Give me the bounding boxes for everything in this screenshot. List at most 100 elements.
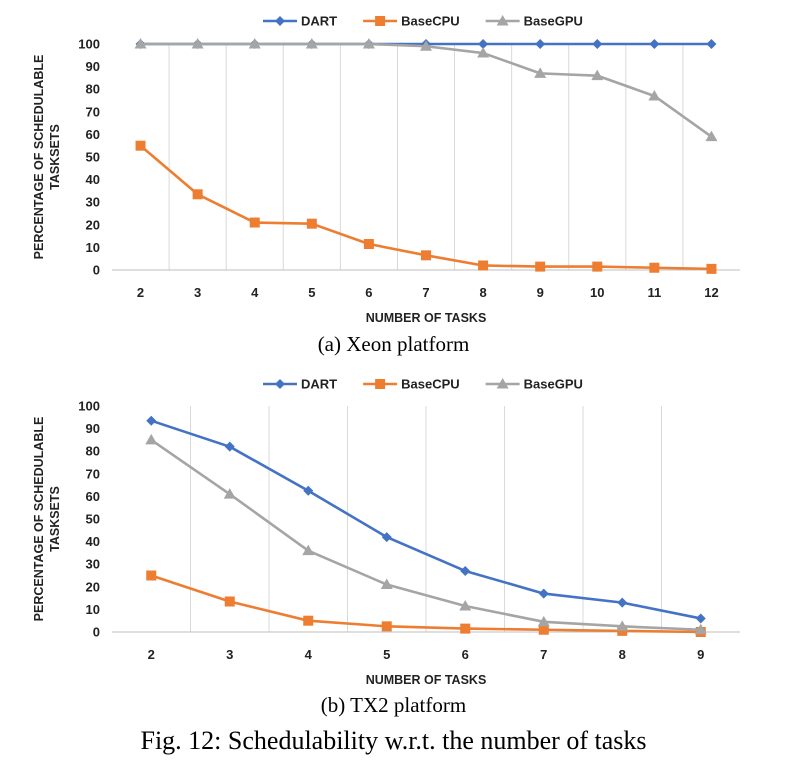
xeon-legend-item-basegpu: BaseGPU bbox=[485, 14, 583, 29]
xeon-y-tick: 60 bbox=[86, 127, 100, 142]
tx2-point-dart bbox=[538, 588, 549, 599]
tx2-x-tick: 4 bbox=[305, 647, 313, 662]
tx2-legend-label: BaseGPU bbox=[524, 377, 583, 392]
xeon-legend-marker bbox=[375, 16, 386, 26]
tx2-y-tick: 100 bbox=[78, 399, 100, 414]
tx2-point-dart bbox=[303, 485, 314, 496]
tx2-x-tick: 6 bbox=[462, 647, 469, 662]
tx2-point-basegpu bbox=[459, 600, 472, 611]
tx2-legend-marker bbox=[375, 379, 386, 389]
tx2-series-basegpu bbox=[145, 433, 707, 635]
xeon-y-tick: 10 bbox=[86, 240, 100, 255]
xeon-point-basegpu bbox=[420, 40, 432, 51]
xeon-point-basegpu bbox=[191, 38, 204, 49]
xeon-point-dart bbox=[592, 39, 603, 49]
xeon-point-basegpu bbox=[705, 130, 718, 142]
xeon-point-basecpu bbox=[249, 217, 260, 228]
tx2-legend-label: BaseCPU bbox=[401, 377, 460, 392]
xeon-x-tick: 3 bbox=[194, 285, 201, 300]
tx2-point-basegpu bbox=[302, 544, 315, 556]
xeon-x-tick: 10 bbox=[590, 285, 604, 300]
xeon-point-basecpu bbox=[592, 261, 603, 272]
tx2-y-axis-title-line: TASKSETS bbox=[48, 486, 62, 552]
xeon-x-tick: 11 bbox=[647, 285, 661, 300]
xeon-point-basecpu bbox=[535, 261, 546, 272]
xeon-point-basegpu bbox=[591, 69, 604, 81]
tx2-y-tick: 10 bbox=[86, 602, 100, 617]
xeon-point-basecpu bbox=[706, 263, 717, 274]
tx2-y-tick: 70 bbox=[86, 466, 100, 481]
tx2-point-basecpu bbox=[381, 621, 392, 632]
tx2-y-tick: 50 bbox=[86, 512, 100, 527]
xeon-y-tick: 80 bbox=[86, 82, 100, 97]
xeon-x-axis-title: NUMBER OF TASKS bbox=[366, 311, 487, 325]
xeon-point-basecpu bbox=[421, 250, 431, 261]
tx2-x-tick: 9 bbox=[697, 647, 704, 662]
tx2-point-basegpu bbox=[694, 623, 707, 635]
tx2-point-dart bbox=[381, 532, 392, 543]
xeon-legend-item-dart: DART bbox=[263, 14, 337, 29]
xeon-x-tick: 5 bbox=[308, 285, 315, 300]
tx2-y-tick: 80 bbox=[86, 444, 100, 459]
tx2-x-axis-title: NUMBER OF TASKS bbox=[366, 673, 487, 687]
xeon-point-basegpu bbox=[648, 89, 661, 101]
xeon-legend-label: BaseCPU bbox=[401, 14, 460, 29]
xeon-legend-marker bbox=[496, 15, 509, 26]
tx2-point-basecpu bbox=[538, 624, 549, 635]
xeon-point-basecpu bbox=[363, 239, 374, 250]
tx2-point-dart bbox=[617, 597, 628, 608]
tx2-legend-label: DART bbox=[301, 377, 337, 392]
tx2-y-tick: 40 bbox=[86, 534, 100, 549]
figure-caption: Fig. 12: Schedulability w.r.t. the numbe… bbox=[140, 726, 647, 755]
xeon-x-tick: 4 bbox=[251, 285, 259, 300]
xeon-point-dart bbox=[706, 39, 717, 49]
tx2-y-tick: 30 bbox=[86, 557, 100, 572]
tx2-point-basecpu bbox=[303, 615, 314, 626]
tx2-x-tick: 2 bbox=[148, 647, 155, 662]
tx2-point-basecpu bbox=[146, 570, 157, 581]
tx2-point-basecpu bbox=[617, 625, 628, 636]
chart-xeon: 0 10 20 30 40 50 60 70 80 90 100 2 3 4 5 6 7 8 9 10 11 12 NUMB… bbox=[32, 14, 740, 325]
xeon-y-axis-title: PERCENTAGE OF SCHEDULABLE TASKSETS bbox=[32, 55, 62, 260]
tx2-line-basecpu bbox=[150, 574, 701, 634]
tx2-point-dart bbox=[695, 613, 706, 624]
xeon-point-basecpu bbox=[135, 140, 146, 151]
tx2-point-dart bbox=[460, 565, 471, 576]
xeon-point-basecpu bbox=[649, 262, 660, 273]
xeon-x-tick: 12 bbox=[704, 285, 718, 300]
xeon-legend-label: BaseGPU bbox=[524, 14, 583, 29]
tx2-y-tick: 20 bbox=[86, 579, 100, 594]
tx2-y-axis-title: PERCENTAGE OF SCHEDULABLE TASKSETS bbox=[32, 417, 62, 622]
xeon-x-tick: 6 bbox=[365, 285, 372, 300]
tx2-legend-marker bbox=[496, 378, 509, 389]
xeon-y-axis-title-line: PERCENTAGE OF SCHEDULABLE bbox=[32, 55, 46, 260]
tx2-y-axis-title-line: PERCENTAGE OF SCHEDULABLE bbox=[32, 417, 46, 622]
tx2-y-tick: 60 bbox=[86, 489, 100, 504]
tx2-y-tick: 0 bbox=[93, 625, 100, 640]
xeon-y-tick: 30 bbox=[86, 195, 100, 210]
tx2-point-basecpu bbox=[224, 596, 235, 607]
tx2-x-tick: 7 bbox=[540, 647, 547, 662]
xeon-y-tick: 100 bbox=[78, 37, 100, 52]
tx2-point-basegpu bbox=[380, 578, 393, 590]
xeon-x-tick: 8 bbox=[479, 285, 486, 300]
tx2-point-basegpu bbox=[616, 620, 629, 631]
xeon-point-dart bbox=[478, 39, 489, 49]
xeon-series-basegpu bbox=[134, 38, 718, 142]
xeon-y-axis-title-line: TASKSETS bbox=[48, 124, 62, 190]
xeon-point-basecpu bbox=[192, 189, 203, 200]
tx2-point-dart bbox=[146, 415, 157, 426]
tx2-point-basegpu bbox=[537, 615, 550, 627]
xeon-y-tick: 0 bbox=[93, 263, 100, 278]
chart-tx2: 0 10 20 30 40 50 60 70 80 90 100 2 3 4 5 6 7 8 9 NUMBER OF … bbox=[32, 377, 740, 687]
tx2-x-tick: 5 bbox=[383, 647, 390, 662]
xeon-point-basegpu bbox=[362, 38, 375, 49]
xeon-point-dart bbox=[535, 39, 546, 49]
tx2-point-basegpu bbox=[145, 433, 158, 445]
xeon-x-tick: 2 bbox=[137, 285, 144, 300]
tx2-point-dart bbox=[224, 441, 235, 452]
xeon-point-basegpu bbox=[534, 67, 547, 78]
xeon-y-tick: 40 bbox=[86, 172, 100, 187]
xeon-y-tick: 90 bbox=[86, 59, 100, 74]
